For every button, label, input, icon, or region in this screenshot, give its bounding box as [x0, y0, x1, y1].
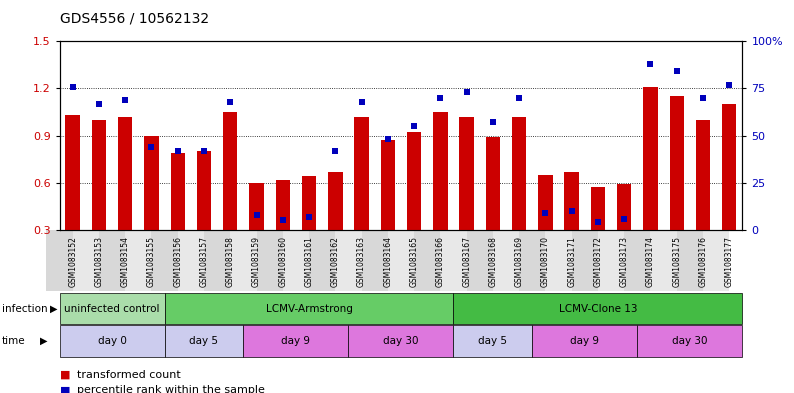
Text: time: time [2, 336, 25, 346]
Bar [722, 104, 737, 230]
Text: day 30: day 30 [672, 336, 707, 346]
Bar [302, 176, 316, 230]
Point [434, 95, 447, 101]
Bar [407, 132, 422, 230]
Bar [434, 112, 448, 230]
Point [644, 61, 657, 67]
Text: ▶: ▶ [40, 336, 47, 346]
Text: day 30: day 30 [384, 336, 418, 346]
Point [145, 144, 158, 150]
Point [276, 217, 289, 224]
Text: GDS4556 / 10562132: GDS4556 / 10562132 [60, 12, 209, 26]
Bar [538, 175, 553, 230]
Bar [617, 184, 631, 230]
Bar [276, 180, 290, 230]
Point [461, 89, 473, 95]
Point [539, 210, 552, 216]
Point [93, 100, 106, 107]
Bar [460, 117, 474, 230]
Point [119, 97, 132, 103]
Point [355, 99, 368, 105]
Point [487, 119, 499, 125]
Text: infection: infection [2, 303, 47, 314]
Bar [565, 172, 579, 230]
Bar [512, 117, 526, 230]
Point [198, 147, 210, 154]
Text: ▶: ▶ [50, 303, 57, 314]
Bar [223, 112, 237, 230]
Bar [92, 120, 106, 230]
Bar [65, 115, 80, 230]
Text: day 5: day 5 [479, 336, 507, 346]
Text: transformed count: transformed count [77, 369, 181, 380]
Point [696, 95, 709, 101]
Bar [328, 172, 342, 230]
Bar [118, 117, 133, 230]
Bar [696, 120, 710, 230]
Point [408, 123, 421, 129]
Point [618, 215, 630, 222]
Bar [249, 183, 264, 230]
Point [670, 68, 683, 75]
Text: percentile rank within the sample: percentile rank within the sample [77, 385, 265, 393]
Point [592, 219, 604, 226]
Point [224, 99, 237, 105]
Text: uninfected control: uninfected control [64, 303, 160, 314]
Bar [591, 187, 605, 230]
Text: LCMV-Clone 13: LCMV-Clone 13 [559, 303, 638, 314]
Bar [380, 140, 395, 230]
Text: ■: ■ [60, 385, 70, 393]
Bar [197, 151, 211, 230]
Point [565, 208, 578, 214]
Bar [171, 153, 185, 230]
Point [513, 95, 526, 101]
Point [303, 213, 315, 220]
Text: ■: ■ [60, 369, 70, 380]
Bar [486, 137, 500, 230]
Point [329, 147, 341, 154]
Point [67, 83, 79, 90]
Text: LCMV-Armstrong: LCMV-Armstrong [266, 303, 353, 314]
Bar [669, 96, 684, 230]
Point [381, 136, 394, 143]
Text: day 5: day 5 [190, 336, 218, 346]
Point [172, 147, 184, 154]
Point [250, 212, 263, 218]
Text: day 0: day 0 [98, 336, 126, 346]
Bar [145, 136, 159, 230]
Text: day 9: day 9 [281, 336, 310, 346]
Point [723, 81, 735, 88]
Bar [643, 87, 657, 230]
Text: day 9: day 9 [570, 336, 599, 346]
Bar [354, 117, 368, 230]
